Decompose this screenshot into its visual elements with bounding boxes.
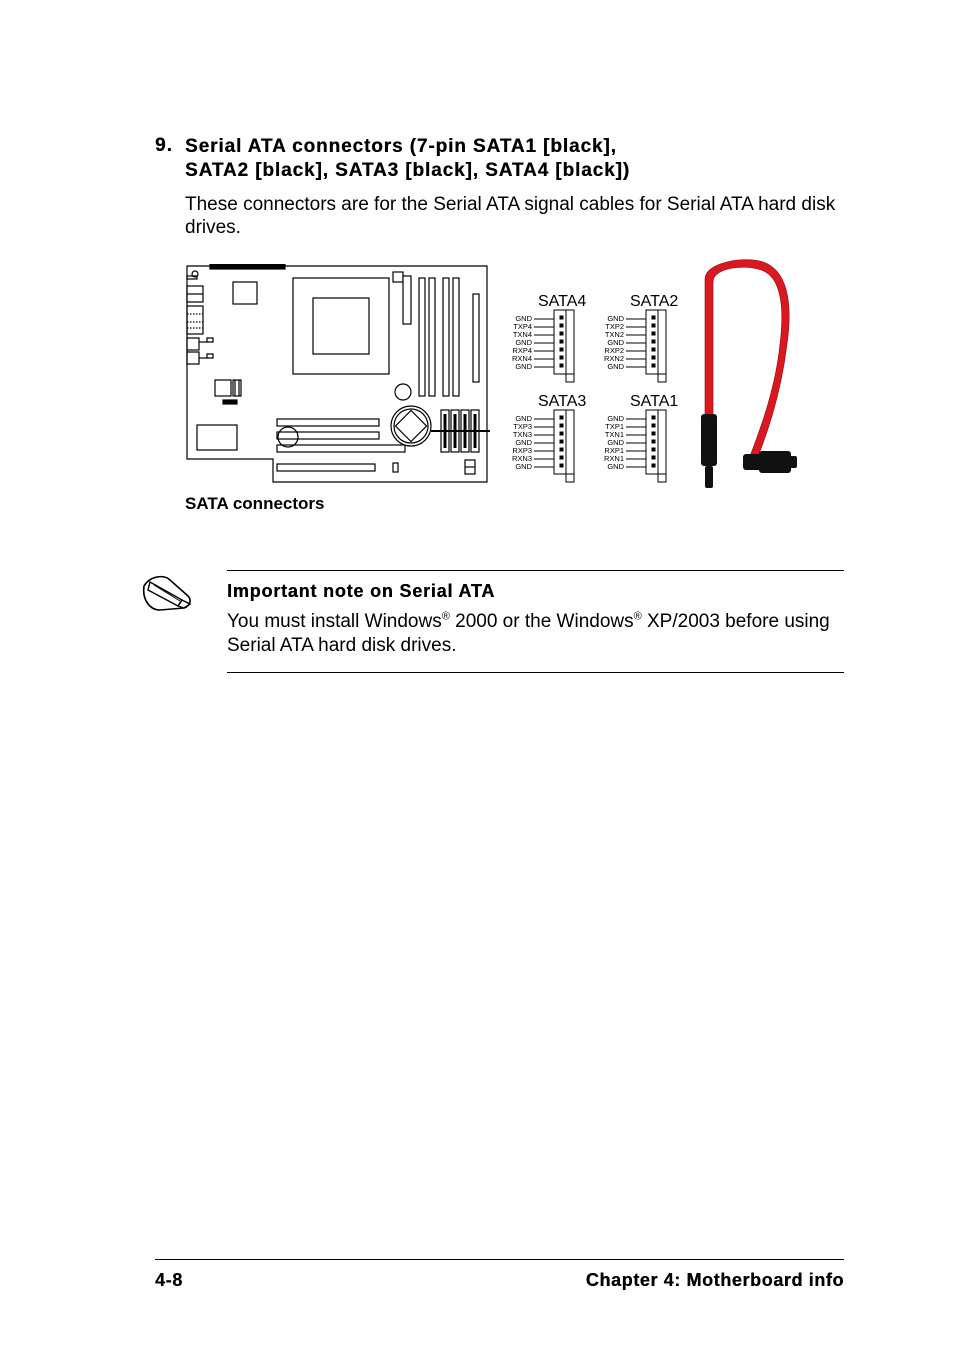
note-body: You must install Windows® 2000 or the Wi… — [227, 610, 844, 658]
page-number: 4-8 — [155, 1270, 183, 1291]
pin-labels: GND TXP3 TXN3 GND RXP3 RXN3 GND — [512, 414, 533, 471]
connector-label: SATA3 — [538, 393, 586, 410]
svg-text:GND: GND — [515, 462, 532, 471]
section-title-line2: SATA2 [black], SATA3 [black], SATA4 [bla… — [185, 160, 630, 181]
motherboard-diagram — [185, 264, 490, 484]
section-body: These connectors are for the Serial ATA … — [185, 193, 844, 241]
note-text-part: You must install Windows — [227, 611, 442, 632]
connector-label: SATA1 — [630, 393, 678, 410]
connector-label: SATA4 — [538, 293, 586, 310]
page: 9. Serial ATA connectors (7-pin SATA1 [b… — [0, 0, 954, 1351]
registered-symbol: ® — [442, 611, 450, 623]
pin-labels: GND TXP4 TXN4 GND RXP4 RXN4 GND — [512, 314, 533, 371]
connector-pinouts: SATA4 GND TXP4 TXN4 GND RXP4 RXN4 GND — [510, 292, 700, 502]
section-heading: 9. Serial ATA connectors (7-pin SATA1 [b… — [155, 135, 844, 183]
svg-text:GND: GND — [607, 362, 624, 371]
note-block: Important note on Serial ATA You must in… — [155, 570, 844, 673]
note-content: Important note on Serial ATA You must in… — [227, 570, 844, 673]
note-title: Important note on Serial ATA — [227, 581, 844, 602]
svg-text:GND: GND — [607, 462, 624, 471]
registered-symbol: ® — [634, 611, 642, 623]
figure-caption: SATA connectors — [185, 494, 324, 514]
chapter-label: Chapter 4: Motherboard info — [586, 1270, 844, 1291]
note-text-part: 2000 or the Windows — [450, 611, 634, 632]
section-number: 9. — [155, 135, 185, 157]
pencil-note-icon — [140, 570, 195, 617]
connector-label: SATA2 — [630, 293, 678, 310]
figure: SATA4 GND TXP4 TXN4 GND RXP4 RXN4 GND — [185, 264, 844, 514]
page-footer: 4-8 Chapter 4: Motherboard info — [155, 1259, 844, 1291]
pin-labels: GND TXP1 TXN1 GND RXP1 RXN1 GND — [604, 414, 625, 471]
section-title-line1: Serial ATA connectors (7-pin SATA1 [blac… — [185, 136, 617, 157]
svg-text:GND: GND — [515, 362, 532, 371]
sata-cable-icon — [685, 254, 800, 514]
pin-labels: GND TXP2 TXN2 GND RXP2 RXN2 GND — [604, 314, 625, 371]
section-title: Serial ATA connectors (7-pin SATA1 [blac… — [185, 135, 630, 183]
